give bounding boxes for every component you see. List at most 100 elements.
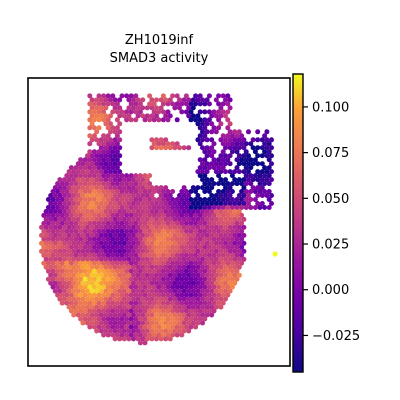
spot <box>149 240 155 246</box>
spot <box>211 252 217 258</box>
spot <box>131 201 136 206</box>
spot <box>98 280 104 286</box>
spot <box>181 193 187 198</box>
spot <box>243 181 249 187</box>
spot <box>137 101 143 107</box>
spot <box>177 256 182 262</box>
spot <box>236 264 242 270</box>
spot <box>250 137 256 143</box>
spot <box>213 201 219 206</box>
spot <box>227 185 233 191</box>
spot <box>117 105 123 111</box>
spot <box>156 308 162 314</box>
spot <box>98 232 104 238</box>
spot <box>229 149 235 155</box>
spot <box>202 292 208 298</box>
spot <box>183 197 189 202</box>
spot <box>154 320 159 326</box>
spot <box>68 300 74 306</box>
spot <box>147 244 153 250</box>
spot <box>186 201 192 206</box>
spot <box>241 169 247 175</box>
spot <box>179 308 185 314</box>
spot <box>174 141 180 147</box>
spot <box>151 236 157 242</box>
spot <box>87 308 93 314</box>
spot <box>190 240 196 246</box>
spot <box>167 280 173 286</box>
spot <box>94 264 100 270</box>
spot <box>112 169 118 175</box>
spot <box>126 232 132 238</box>
spot <box>117 121 123 127</box>
spot <box>188 324 194 330</box>
spot <box>232 232 238 238</box>
spot <box>204 272 210 278</box>
spot <box>177 193 182 198</box>
spot <box>179 197 185 202</box>
spot <box>211 308 217 314</box>
spot <box>206 292 212 298</box>
spot <box>154 137 159 143</box>
spot <box>57 232 63 238</box>
spot <box>128 101 134 107</box>
spot <box>98 145 104 151</box>
spot <box>87 324 93 330</box>
spot <box>195 264 201 270</box>
spot <box>75 296 81 302</box>
spot <box>140 224 146 230</box>
spot <box>80 185 86 191</box>
spot <box>85 272 90 278</box>
spot <box>105 284 111 290</box>
spot <box>186 304 192 310</box>
spot <box>135 232 141 238</box>
spot <box>220 205 226 210</box>
spot <box>177 296 182 302</box>
spot <box>114 149 120 155</box>
spot <box>108 201 113 206</box>
spot <box>112 232 118 238</box>
spot <box>140 336 146 342</box>
spot <box>82 228 88 234</box>
spot <box>167 113 173 119</box>
spot <box>163 256 169 262</box>
spot <box>190 256 196 262</box>
spot <box>62 248 67 254</box>
spot <box>98 216 104 222</box>
spot <box>41 252 47 258</box>
spot <box>94 129 100 135</box>
spot <box>243 149 249 155</box>
spot <box>87 181 93 187</box>
spot <box>117 248 123 254</box>
spot <box>87 276 93 282</box>
spot <box>193 252 199 258</box>
spot <box>45 276 51 282</box>
spot <box>170 260 176 266</box>
spot <box>94 312 100 318</box>
spot <box>197 197 203 202</box>
spot <box>156 316 162 322</box>
spot <box>250 185 256 191</box>
spot <box>101 300 107 306</box>
spot <box>103 113 109 119</box>
spot <box>234 220 240 226</box>
spot <box>220 228 226 234</box>
spot <box>234 236 240 242</box>
spot <box>112 248 118 254</box>
spot <box>266 157 272 163</box>
spot <box>216 228 222 234</box>
spot <box>206 276 212 282</box>
spot <box>117 137 123 143</box>
spot <box>119 316 125 322</box>
spot <box>202 316 208 322</box>
spot <box>89 169 95 175</box>
spot <box>172 312 178 318</box>
spot <box>188 284 194 290</box>
spot <box>154 97 159 103</box>
spot <box>160 197 166 202</box>
spot <box>98 304 104 310</box>
spot <box>246 169 251 175</box>
spot <box>137 236 143 242</box>
spot <box>183 252 189 258</box>
spot <box>239 220 245 226</box>
